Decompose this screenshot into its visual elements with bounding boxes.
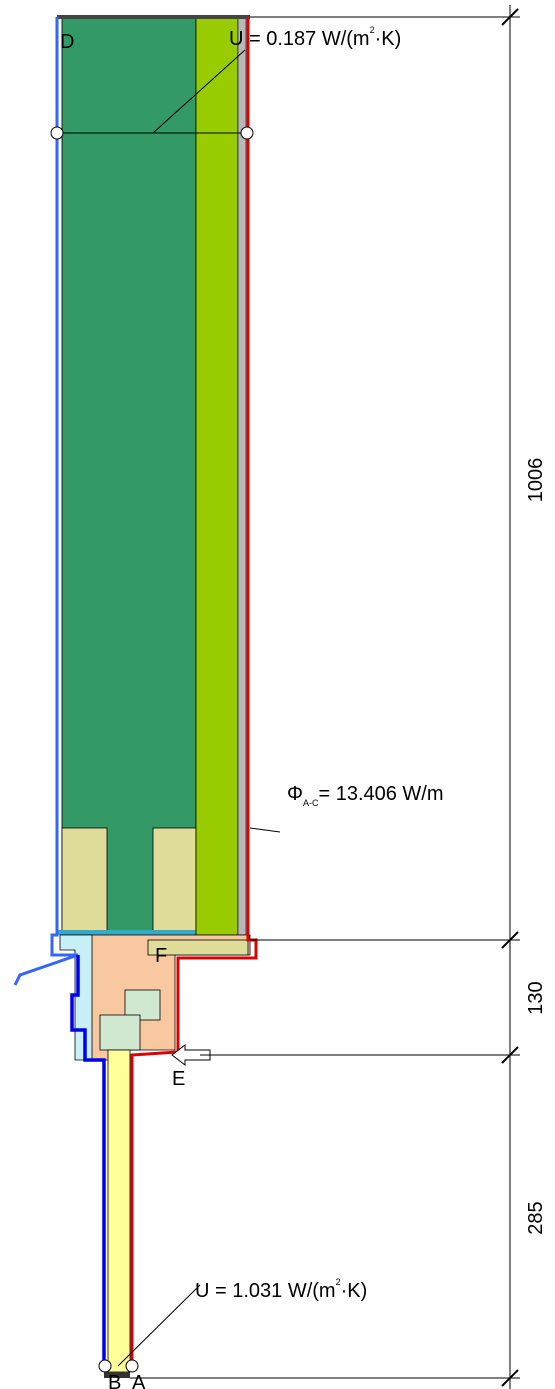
node bbox=[125, 1359, 139, 1373]
u-text: U = 0.187 W/(m bbox=[229, 28, 370, 50]
u-text: U = 1.031 W/(m bbox=[195, 1280, 336, 1302]
layer bbox=[195, 16, 239, 936]
glazing bbox=[107, 1049, 131, 1373]
heat-flow: ΦA-C= 13.406 W/m bbox=[287, 783, 444, 808]
leader bbox=[117, 1284, 201, 1367]
phi-sub: A-C bbox=[303, 798, 319, 808]
node bbox=[240, 126, 254, 140]
u-sup: 2 bbox=[336, 1277, 341, 1287]
dimension-label: 130 bbox=[525, 981, 547, 1014]
block bbox=[61, 827, 108, 936]
inner-boundary bbox=[13, 17, 79, 986]
dimensions bbox=[130, 5, 520, 1389]
phi-text: = 13.406 W/m bbox=[318, 783, 443, 805]
outer-boundary bbox=[130, 17, 258, 1372]
point-label: E bbox=[172, 1068, 185, 1090]
u-sup: 2 bbox=[370, 25, 375, 35]
layer bbox=[237, 16, 247, 936]
u-tail: ·K) bbox=[341, 1280, 368, 1302]
u-tail: ·K) bbox=[375, 28, 402, 50]
bottom-edge bbox=[104, 1372, 130, 1378]
u-value: U = 0.187 W/(m2·K) bbox=[229, 25, 401, 50]
leader bbox=[152, 49, 246, 134]
leader bbox=[249, 827, 281, 833]
block bbox=[152, 827, 197, 936]
dimension-label: 1006 bbox=[525, 458, 547, 503]
profile bbox=[99, 1014, 141, 1051]
dimension-label: 285 bbox=[525, 1201, 547, 1234]
point-label: D bbox=[60, 31, 74, 53]
sill bbox=[147, 939, 249, 956]
phi-symbol: Φ bbox=[287, 783, 303, 805]
node bbox=[98, 1359, 112, 1373]
inner-boundary bbox=[70, 955, 106, 1372]
node bbox=[50, 126, 64, 140]
layer bbox=[57, 930, 196, 935]
u-value: U = 1.031 W/(m2·K) bbox=[195, 1277, 367, 1302]
point-label: F bbox=[155, 945, 167, 967]
point-label: B bbox=[108, 1372, 121, 1389]
insulation bbox=[61, 16, 197, 936]
point-label: A bbox=[132, 1372, 146, 1389]
